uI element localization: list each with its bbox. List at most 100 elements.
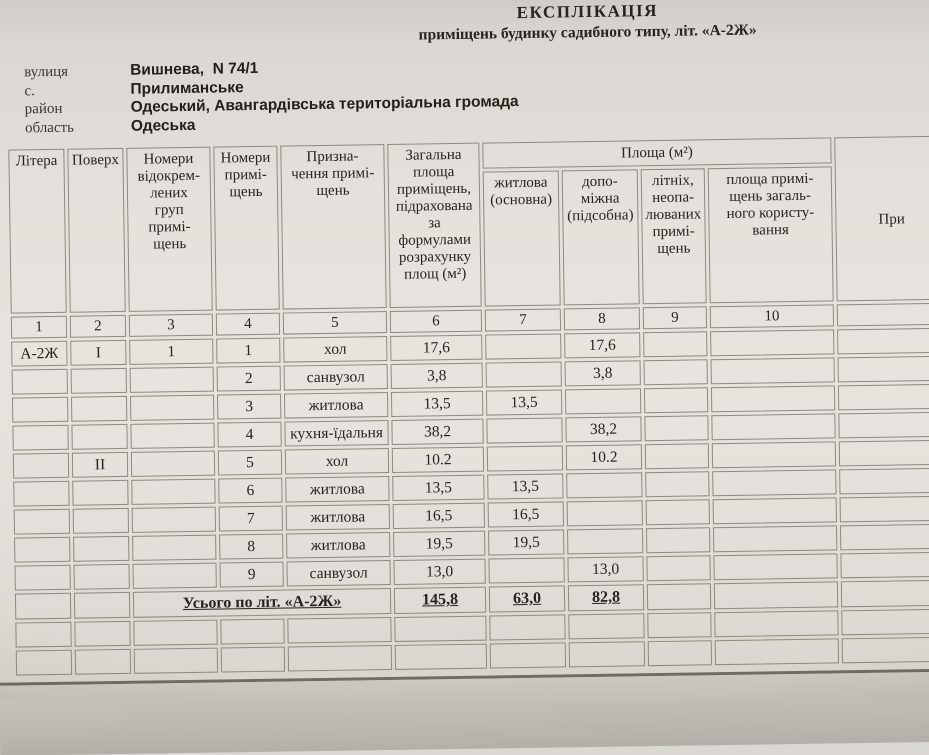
explication-table: Літера Поверх Номери відокрем- лених гру… <box>5 131 929 678</box>
table-cell <box>644 443 710 470</box>
header-room-numbers: Номери примі- щень <box>213 145 280 311</box>
table-cell <box>13 508 71 535</box>
table-cell: 10.2 <box>565 444 643 471</box>
table-cell: 6 <box>218 477 283 504</box>
table-cell: 19,5 <box>393 530 486 557</box>
table-cell <box>714 610 839 638</box>
table-cell: 13,0 <box>393 558 486 585</box>
table-cell <box>710 329 835 357</box>
table-cell <box>12 424 69 451</box>
table-cell <box>70 367 127 394</box>
table-cell: 8 <box>219 533 284 560</box>
table-cell: хол <box>283 336 388 363</box>
column-number: 10 <box>709 304 835 329</box>
table-body: А-2Ж I 1 1 хол 17,6 17,6 2 санвузол 3,8 3,8 3 житлов… <box>11 326 929 591</box>
table-cell <box>837 354 929 383</box>
table-cell <box>287 616 392 644</box>
table-cell <box>73 535 130 562</box>
table-cell: 10.2 <box>391 446 485 473</box>
table-cell <box>837 382 929 411</box>
table-cell <box>714 638 840 666</box>
table-cell: хол <box>284 448 390 475</box>
table-cell <box>130 422 215 449</box>
table-cell <box>841 635 929 664</box>
column-number: 7 <box>484 308 562 332</box>
table-cell <box>567 528 644 555</box>
table-cell <box>14 564 71 591</box>
address-label: область <box>24 119 75 136</box>
table-cell <box>394 643 488 670</box>
table-cell: 38,2 <box>565 416 642 443</box>
totals-label: Усього по літ. «А-2Ж» <box>132 588 392 618</box>
table-cell <box>840 550 929 579</box>
surface-below-page <box>0 669 929 755</box>
table-cell <box>13 480 70 507</box>
table-cell <box>485 361 562 388</box>
table-cell <box>486 417 563 444</box>
table-cell: санвузол <box>283 364 388 391</box>
table-cell <box>70 395 128 422</box>
table-cell <box>131 478 216 505</box>
table-cell: 38,2 <box>391 418 484 445</box>
table-cell <box>129 394 215 421</box>
table-cell <box>15 649 73 676</box>
column-number: 3 <box>128 313 214 337</box>
table-cell: 13,5 <box>487 473 564 500</box>
table-cell: 3,8 <box>390 362 483 389</box>
table-cell <box>643 331 708 358</box>
table-cell <box>489 614 566 641</box>
table-cell <box>647 612 712 639</box>
table-cell <box>840 522 929 551</box>
header-purpose: Призна- чення примі- щень <box>280 144 387 310</box>
address-value: Вишнева, N 74/1 <box>130 59 259 79</box>
table-cell: 19,5 <box>488 529 565 556</box>
table-cell <box>644 415 709 442</box>
table-cell: 13,5 <box>390 390 484 417</box>
address-label: район <box>24 100 63 118</box>
table-cell: I <box>70 339 127 366</box>
table-cell <box>710 385 836 413</box>
table-cell: санвузол <box>286 560 391 587</box>
column-number: 8 <box>563 307 641 331</box>
address-label: вулиця <box>24 63 69 81</box>
table-cell <box>839 494 929 523</box>
empty-rows-section <box>15 607 929 676</box>
table-cell <box>74 620 131 647</box>
column-number: 1 <box>10 315 68 339</box>
table-cell <box>566 472 643 499</box>
header-area-group: Площа (м²) <box>482 137 832 169</box>
column-number: 2 <box>69 314 127 338</box>
column-number <box>836 301 929 327</box>
header-notes: При <box>834 134 929 302</box>
table-cell <box>566 500 643 527</box>
table-cell: 17,6 <box>564 332 641 359</box>
table-cell: 7 <box>218 505 284 532</box>
column-number: 6 <box>389 309 483 333</box>
table-cell <box>841 607 929 636</box>
table-cell <box>713 525 838 553</box>
header-summer-area: літніх, неопа- люваних примі- щень <box>640 168 707 305</box>
table-cell <box>132 562 217 589</box>
table-cell: 2 <box>216 365 281 392</box>
table-cell <box>14 592 72 620</box>
table-cell: 3 <box>216 393 282 420</box>
table-cell <box>131 506 217 533</box>
table-cell <box>71 423 128 450</box>
table-cell <box>14 536 71 563</box>
table-cell <box>712 497 837 525</box>
table-cell <box>647 640 713 667</box>
table-header: Літера Поверх Номери відокрем- лених гру… <box>8 134 929 339</box>
column-number: 4 <box>215 312 281 336</box>
table-cell <box>12 452 70 479</box>
column-number: 9 <box>642 306 708 330</box>
table-cell <box>710 357 835 385</box>
table-cell: 4 <box>217 421 282 448</box>
table-cell: 16,5 <box>392 502 485 529</box>
document-header: ЕКСПЛІКАЦІЯ приміщень будинку садибного … <box>207 0 929 48</box>
table-cell <box>73 591 131 619</box>
table-cell: 13,5 <box>485 389 563 416</box>
table-cell <box>646 527 711 554</box>
header-living-area: житлова (основна) <box>482 170 561 307</box>
table-cell <box>394 615 487 642</box>
